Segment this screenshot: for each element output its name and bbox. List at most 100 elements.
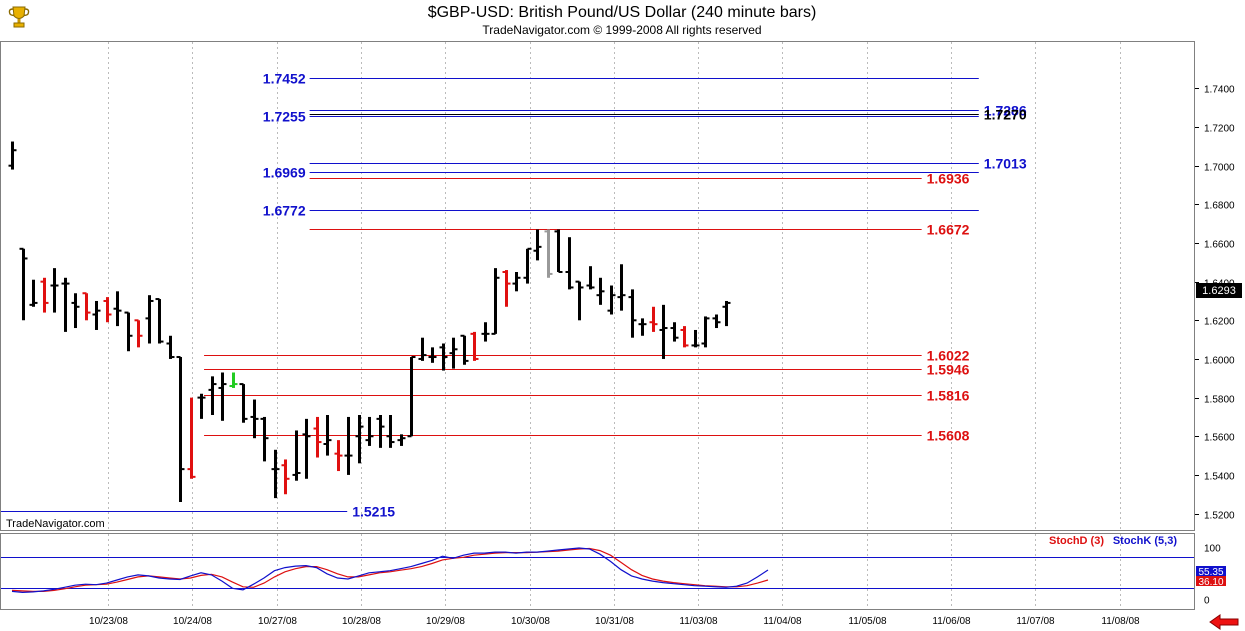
ohlc-bar bbox=[544, 229, 553, 278]
price-bars bbox=[8, 141, 731, 502]
y-tick-label: 1.7400 bbox=[1204, 85, 1235, 96]
x-tick-label: 11/03/08 bbox=[679, 616, 718, 627]
y-tick-label: 1.5200 bbox=[1204, 511, 1235, 522]
date-axis: 10/23/08 10/24/08 10/27/08 10/28/08 10/29/08… bbox=[89, 616, 1140, 627]
ohlc-bar bbox=[628, 289, 637, 338]
ohlc-bar bbox=[722, 300, 731, 327]
x-tick-label: 10/27/08 bbox=[258, 616, 297, 627]
ohlc-bar bbox=[418, 337, 427, 361]
ohlc-bar bbox=[481, 322, 490, 342]
ohlc-bar bbox=[271, 449, 280, 499]
ohlc-bar bbox=[8, 141, 17, 170]
ohlc-bar bbox=[638, 318, 647, 336]
level-label-1.7013: 1.7013 bbox=[984, 156, 1027, 172]
y-tick-label: 1.6600 bbox=[1204, 240, 1235, 251]
stochd-last-value: 36.10 bbox=[1198, 577, 1223, 588]
axis-area bbox=[1195, 41, 1245, 631]
copyright-text: TradeNavigator.com © 1999-2008 All right… bbox=[482, 23, 761, 37]
grid-lines bbox=[108, 42, 1121, 609]
ohlc-bar bbox=[386, 415, 395, 448]
ohlc-bar bbox=[61, 277, 70, 332]
ohlc-bar bbox=[103, 297, 112, 323]
ohlc-bar bbox=[239, 383, 248, 423]
ohlc-bar bbox=[292, 430, 301, 481]
ohlc-bar bbox=[229, 372, 238, 388]
stochd-last-tag bbox=[1196, 576, 1226, 586]
ohlc-bar bbox=[113, 291, 122, 327]
ohlc-bar bbox=[659, 304, 668, 359]
y-tick-label: 1.5600 bbox=[1204, 433, 1235, 444]
ohlc-bar bbox=[397, 434, 406, 446]
ohlc-bar bbox=[334, 440, 343, 472]
ohlc-bar bbox=[712, 314, 721, 329]
ohlc-bar bbox=[596, 277, 605, 305]
y-tick-label: 1.6000 bbox=[1204, 356, 1235, 367]
level-label-1.7286: 1.7286 bbox=[984, 103, 1027, 119]
ohlc-bar bbox=[19, 247, 28, 321]
ohlc-bar bbox=[649, 306, 658, 332]
level-label-1.7255: 1.7255 bbox=[263, 109, 306, 125]
level-label-1.5816: 1.5816 bbox=[927, 388, 970, 404]
y-tick-label: 1.5400 bbox=[1204, 472, 1235, 483]
y-tick-label: 1.6200 bbox=[1204, 317, 1235, 328]
ohlc-bar bbox=[344, 416, 353, 475]
stochk-line bbox=[11, 547, 769, 594]
ohlc-bar bbox=[470, 331, 479, 361]
ohlc-bar bbox=[82, 292, 91, 321]
legend-stochd: StochD (3) bbox=[1049, 535, 1104, 547]
stochastic-lines bbox=[1, 547, 1194, 594]
last-price-value: 1.6293 bbox=[1202, 285, 1236, 297]
ohlc-bar bbox=[281, 459, 290, 495]
ohlc-bar bbox=[533, 229, 542, 261]
ohlc-bar bbox=[449, 337, 458, 369]
x-tick-label: 10/31/08 bbox=[595, 616, 634, 627]
stoch-y-tick-label: 100 bbox=[1204, 544, 1221, 555]
ohlc-bar bbox=[523, 247, 532, 284]
level-label-1.6969: 1.6969 bbox=[263, 165, 306, 181]
ohlc-bar bbox=[197, 393, 206, 419]
level-label-1.6022: 1.6022 bbox=[927, 348, 970, 364]
ohlc-bar bbox=[376, 415, 385, 448]
ohlc-bar bbox=[313, 416, 322, 458]
chart-title: $GBP-USD: British Pound/US Dollar (240 m… bbox=[428, 4, 817, 21]
level-label-1.5946: 1.5946 bbox=[927, 362, 970, 378]
ohlc-bar bbox=[302, 418, 311, 479]
ohlc-bar bbox=[365, 416, 374, 446]
ohlc-bar bbox=[29, 279, 38, 307]
y-tick-label: 1.7200 bbox=[1204, 124, 1235, 135]
red-left-arrow-icon[interactable] bbox=[1209, 614, 1239, 630]
y-tick-label: 1.5800 bbox=[1204, 395, 1235, 406]
ohlc-bar bbox=[208, 376, 217, 416]
stoch-y-tick-label: 0 bbox=[1204, 596, 1210, 607]
y-tick-label: 1.6800 bbox=[1204, 201, 1235, 212]
ohlc-bar bbox=[575, 280, 584, 321]
ohlc-bar bbox=[502, 270, 511, 307]
ohlc-bar bbox=[187, 397, 196, 479]
ohlc-bar bbox=[670, 322, 679, 342]
level-label-1.5608: 1.5608 bbox=[927, 428, 970, 444]
ohlc-bar bbox=[586, 266, 595, 290]
ohlc-bar bbox=[691, 329, 700, 348]
ohlc-bar bbox=[92, 300, 101, 330]
x-tick-label: 11/07/08 bbox=[1016, 616, 1055, 627]
ohlc-bar bbox=[166, 335, 175, 359]
watermark-text: TradeNavigator.com bbox=[6, 518, 105, 530]
ohlc-bar bbox=[491, 268, 500, 335]
stochastic-panel-frame bbox=[0, 533, 1195, 610]
ohlc-bar bbox=[439, 343, 448, 371]
x-tick-label: 11/08/08 bbox=[1101, 616, 1140, 627]
legend-stochk: StochK (5,3) bbox=[1113, 535, 1178, 547]
ohlc-bar bbox=[680, 326, 689, 348]
level-label-1.6772: 1.6772 bbox=[263, 203, 306, 219]
stochk-last-tag bbox=[1196, 566, 1226, 576]
price-panel-frame bbox=[0, 41, 1195, 531]
last-price-tag bbox=[1196, 283, 1242, 298]
ohlc-bar bbox=[355, 415, 364, 464]
ohlc-bar bbox=[218, 372, 227, 421]
x-tick-label: 11/06/08 bbox=[932, 616, 971, 627]
stochk-last-value: 55.35 bbox=[1198, 567, 1223, 578]
ohlc-bar bbox=[145, 295, 154, 344]
ohlc-bar bbox=[250, 399, 259, 439]
